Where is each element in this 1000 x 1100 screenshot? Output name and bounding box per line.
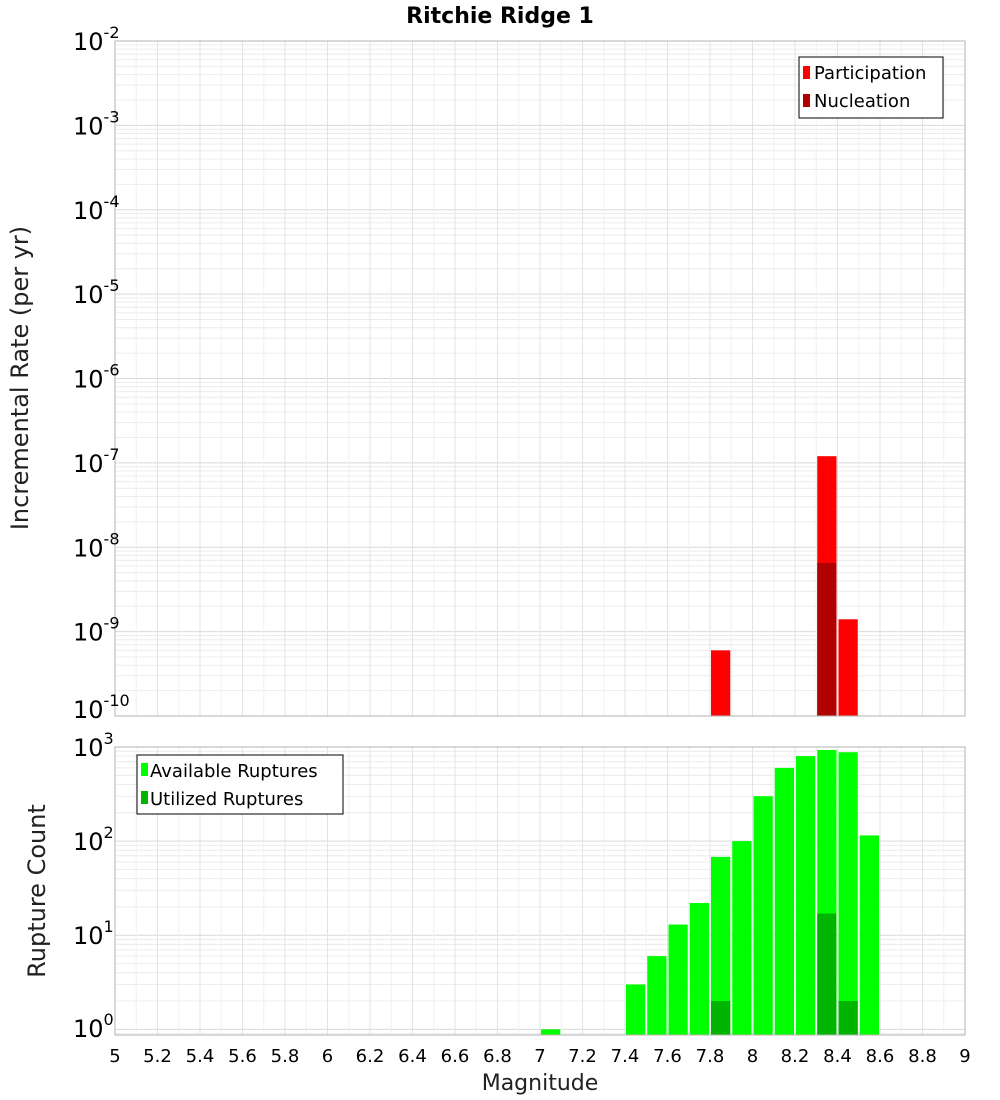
top-y-axis-label: Incremental Rate (per yr) (6, 226, 34, 530)
bottom-x-ticks: 5 5.2 5.4 5.6 5.8 6 6.2 6.4 6.6 6.8 7 7.2 7.4 7.6 7.8 8… (109, 1046, 970, 1067)
bottom-y-tick-label: 103 (73, 729, 114, 762)
bottom-bar-utilized-ruptures (838, 1001, 858, 1035)
x-tick-label: 5.6 (228, 1046, 257, 1067)
bottom-bar-available-ruptures (668, 924, 688, 1035)
x-tick-label: 6 (322, 1046, 333, 1067)
top-y-tick-label: 10-7 (73, 445, 120, 478)
top-y-tick-label: 10-5 (73, 276, 120, 309)
bottom-bar-available-ruptures (796, 756, 816, 1035)
bottom-bar-available-ruptures (711, 856, 731, 1035)
legend-label-participation: Participation (814, 63, 926, 84)
top-legend: Participation Nucleation (798, 56, 944, 119)
bottom-y-tick-label: 102 (73, 823, 114, 856)
x-tick-label: 7 (534, 1046, 545, 1067)
x-tick-label: 6.4 (398, 1046, 427, 1067)
bottom-legend: Available Ruptures Utilized Ruptures (136, 754, 344, 815)
top-y-tick-label: 10-6 (73, 361, 120, 394)
bottom-y-tick-label: 101 (73, 917, 114, 950)
x-tick-label: 6.2 (356, 1046, 385, 1067)
x-tick-label: 7.6 (653, 1046, 682, 1067)
bottom-panel: 100 101 102 103 5 5.2 5.4 5.6 5.8 6 6.2 6.4 6.6 6.8 7… (23, 729, 971, 1096)
legend-swatch-available (141, 763, 148, 776)
top-bar-nucleation (817, 563, 837, 716)
x-tick-label: 9 (959, 1046, 970, 1067)
top-y-tick-label: 10-4 (73, 192, 120, 225)
bottom-bar-available-ruptures (732, 841, 752, 1035)
top-grid (114, 41, 966, 717)
bottom-bar-available-ruptures (838, 752, 858, 1035)
bottom-bar-available-ruptures (647, 956, 667, 1035)
legend-swatch-utilized (141, 791, 148, 804)
top-bar-participation (711, 650, 731, 716)
top-plot-border (114, 40, 966, 717)
x-tick-label: 7.8 (696, 1046, 725, 1067)
x-axis-label: Magnitude (482, 1071, 599, 1096)
bottom-bar-utilized-ruptures (711, 1001, 731, 1035)
x-tick-label: 8.8 (908, 1046, 937, 1067)
bottom-y-tick-label: 100 (73, 1010, 114, 1043)
x-tick-label: 5.8 (271, 1046, 300, 1067)
top-y-tick-label: 10-9 (73, 614, 120, 647)
top-bars (711, 456, 858, 716)
top-bar-participation (838, 619, 858, 716)
x-tick-label: 8.4 (823, 1046, 852, 1067)
top-y-tick-label: 10-8 (73, 529, 120, 562)
legend-label-available: Available Ruptures (150, 761, 318, 782)
top-y-tick-label: 10-10 (73, 691, 130, 724)
bottom-bar-utilized-ruptures (817, 913, 837, 1035)
bottom-bar-available-ruptures (774, 767, 794, 1035)
x-tick-label: 6.8 (483, 1046, 512, 1067)
x-tick-label: 5.4 (186, 1046, 215, 1067)
x-tick-label: 8.6 (866, 1046, 895, 1067)
legend-label-nucleation: Nucleation (814, 91, 910, 112)
x-tick-label: 7.4 (611, 1046, 640, 1067)
bottom-legend-box (136, 754, 344, 815)
x-tick-label: 6.6 (441, 1046, 470, 1067)
x-tick-label: 8 (747, 1046, 758, 1067)
chart-title: Ritchie Ridge 1 (406, 4, 594, 29)
bottom-bar-available-ruptures (859, 835, 879, 1035)
x-tick-label: 5 (109, 1046, 120, 1067)
x-tick-label: 8.2 (781, 1046, 810, 1067)
top-y-tick-label: 10-2 (73, 23, 120, 56)
legend-label-utilized: Utilized Ruptures (150, 789, 303, 810)
bottom-y-axis-label: Rupture Count (23, 804, 51, 978)
top-y-ticks: 10-10 10-9 10-8 10-7 10-6 10-5 10-4 10-3 10-2 (73, 23, 130, 724)
top-y-tick-label: 10-3 (73, 107, 120, 140)
bottom-bar-available-ruptures (689, 903, 709, 1035)
top-legend-box (798, 56, 944, 119)
bottom-bar-available-ruptures (626, 984, 646, 1035)
bottom-bar-available-ruptures (753, 796, 773, 1035)
bottom-y-ticks: 100 101 102 103 (73, 729, 114, 1043)
bottom-bars (541, 749, 879, 1035)
legend-swatch-nucleation (803, 94, 810, 107)
top-panel: 10-10 10-9 10-8 10-7 10-6 10-5 10-4 10-3 10-2 In… (6, 23, 966, 724)
x-tick-label: 5.2 (143, 1046, 172, 1067)
bottom-plot-border (114, 746, 966, 1036)
legend-swatch-participation (803, 66, 810, 79)
x-tick-label: 7.2 (568, 1046, 597, 1067)
bottom-bar-available-ruptures (541, 1029, 561, 1035)
